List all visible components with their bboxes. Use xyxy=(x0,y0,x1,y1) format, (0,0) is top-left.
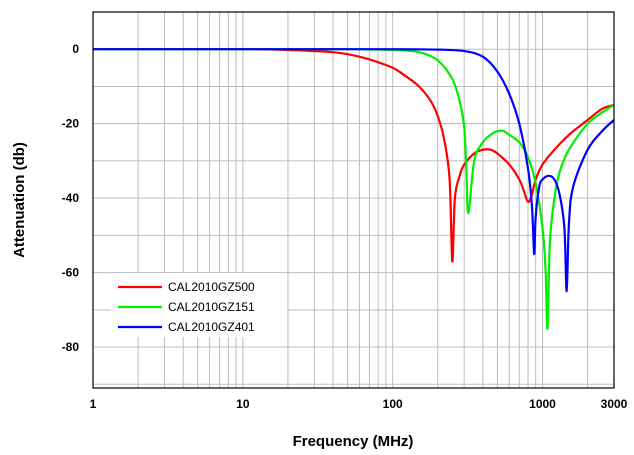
x-tick-label: 100 xyxy=(383,397,403,411)
legend: CAL2010GZ500 CAL2010GZ151 CAL2010GZ401 xyxy=(111,273,287,337)
x-tick-label: 3000 xyxy=(601,397,628,411)
legend-label-1: CAL2010GZ500 xyxy=(168,280,255,294)
y-tick-label: -60 xyxy=(62,266,80,280)
series-line-3 xyxy=(92,48,615,293)
y-tick-label: -20 xyxy=(62,117,80,131)
tick-labels: 1 10 100 1000 3000 0 -20 -40 -60 -80 xyxy=(62,42,628,411)
legend-label-2: CAL2010GZ151 xyxy=(168,300,255,314)
legend-label-3: CAL2010GZ401 xyxy=(168,320,255,334)
x-tick-label: 10 xyxy=(236,397,250,411)
series-line-1 xyxy=(92,48,615,263)
x-axis-title: Frequency (MHz) xyxy=(293,433,414,450)
plot-frame xyxy=(92,11,615,389)
y-tick-label: 0 xyxy=(72,42,79,56)
y-tick-label: -40 xyxy=(62,191,80,205)
x-tick-label: 1 xyxy=(90,397,97,411)
series-line-2 xyxy=(92,48,615,330)
x-tick-label: 1000 xyxy=(529,397,556,411)
y-tick-label: -80 xyxy=(62,340,80,354)
grid xyxy=(93,12,614,388)
series-group xyxy=(92,48,615,330)
y-axis-title: Attenuation (db) xyxy=(11,142,28,258)
